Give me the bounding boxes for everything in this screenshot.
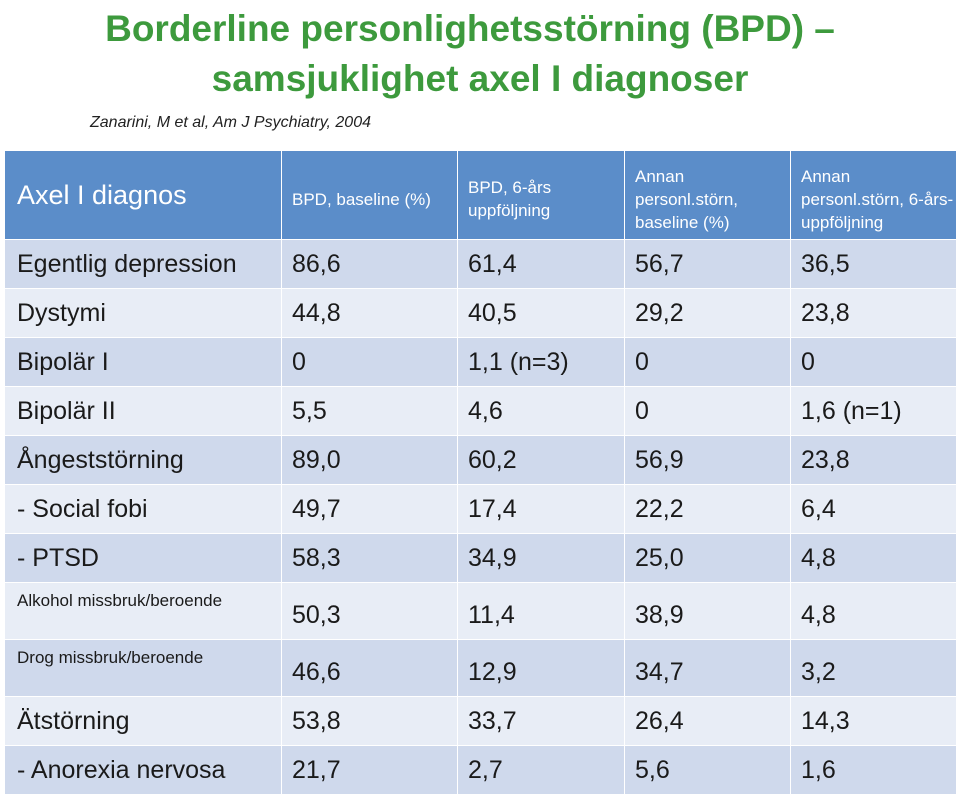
row-label: Bipolär I	[4, 337, 282, 387]
row-value: 29,2	[624, 288, 791, 338]
header-other-followup: Annan personl.störn, 6-års-uppföljning	[790, 150, 957, 240]
row-label: Drog missbruk/beroende	[4, 639, 282, 697]
row-label: Ångeststörning	[4, 435, 282, 485]
citation: Zanarini, M et al, Am J Psychiatry, 2004	[90, 114, 371, 131]
table-row: Bipolär II 5,5 4,6 0 1,6 (n=1)	[4, 386, 957, 436]
row-value: 1,1 (n=3)	[457, 337, 625, 387]
table-row: - Social fobi 49,7 17,4 22,2 6,4	[4, 484, 957, 534]
row-value: 61,4	[457, 239, 625, 289]
row-value: 3,2	[790, 639, 957, 697]
row-label: Ätstörning	[4, 696, 282, 746]
row-value: 12,9	[457, 639, 625, 697]
table-row: Ätstörning 53,8 33,7 26,4 14,3	[4, 696, 957, 746]
row-value: 1,6 (n=1)	[790, 386, 957, 436]
row-value: 34,9	[457, 533, 625, 583]
row-value: 17,4	[457, 484, 625, 534]
row-label: - Anorexia nervosa	[4, 745, 282, 795]
row-value: 6,4	[790, 484, 957, 534]
row-value: 11,4	[457, 582, 625, 640]
table-header-row: Axel I diagnos BPD, baseline (%) BPD, 6-…	[4, 150, 957, 240]
row-value: 0	[624, 337, 791, 387]
row-value: 1,6	[790, 745, 957, 795]
table-row: Egentlig depression 86,6 61,4 56,7 36,5	[4, 239, 957, 289]
table-row: Drog missbruk/beroende 46,6 12,9 34,7 3,2	[4, 639, 957, 697]
row-label: Dystymi	[4, 288, 282, 338]
row-value: 53,8	[281, 696, 458, 746]
table-row: Dystymi 44,8 40,5 29,2 23,8	[4, 288, 957, 338]
row-value: 36,5	[790, 239, 957, 289]
row-value: 4,6	[457, 386, 625, 436]
row-value: 5,5	[281, 386, 458, 436]
row-value: 25,0	[624, 533, 791, 583]
header-diagnosis: Axel I diagnos	[4, 150, 282, 240]
header-bpd-baseline: BPD, baseline (%)	[281, 150, 458, 240]
header-other-baseline: Annan personl.störn, baseline (%)	[624, 150, 791, 240]
row-value: 2,7	[457, 745, 625, 795]
table-row: - Anorexia nervosa 21,7 2,7 5,6 1,6	[4, 745, 957, 795]
table-row: Alkohol missbruk/beroende 50,3 11,4 38,9 4,8	[4, 582, 957, 640]
row-value: 49,7	[281, 484, 458, 534]
row-value: 33,7	[457, 696, 625, 746]
row-value: 4,8	[790, 533, 957, 583]
title-line-2: samsjuklighet axel I diagnoser	[211, 58, 749, 99]
row-value: 38,9	[624, 582, 791, 640]
row-value: 50,3	[281, 582, 458, 640]
row-label: Alkohol missbruk/beroende	[4, 582, 282, 640]
row-label: - Social fobi	[4, 484, 282, 534]
row-value: 21,7	[281, 745, 458, 795]
row-value: 23,8	[790, 435, 957, 485]
row-value: 46,6	[281, 639, 458, 697]
table-row: Ångeststörning 89,0 60,2 56,9 23,8	[4, 435, 957, 485]
row-value: 44,8	[281, 288, 458, 338]
row-value: 86,6	[281, 239, 458, 289]
comorbidity-table: Axel I diagnos BPD, baseline (%) BPD, 6-…	[4, 150, 957, 795]
row-value: 89,0	[281, 435, 458, 485]
row-value: 0	[790, 337, 957, 387]
row-value: 0	[624, 386, 791, 436]
slide-title: Borderline personlighetsstörning (BPD) –…	[0, 4, 960, 104]
table-row: Bipolär I 0 1,1 (n=3) 0 0	[4, 337, 957, 387]
row-value: 4,8	[790, 582, 957, 640]
row-value: 60,2	[457, 435, 625, 485]
row-value: 5,6	[624, 745, 791, 795]
row-label: Egentlig depression	[4, 239, 282, 289]
row-label: - PTSD	[4, 533, 282, 583]
row-label: Bipolär II	[4, 386, 282, 436]
row-value: 22,2	[624, 484, 791, 534]
row-value: 26,4	[624, 696, 791, 746]
header-bpd-followup: BPD, 6-års uppföljning	[457, 150, 625, 240]
row-value: 0	[281, 337, 458, 387]
row-value: 34,7	[624, 639, 791, 697]
row-value: 56,9	[624, 435, 791, 485]
row-value: 58,3	[281, 533, 458, 583]
table-row: - PTSD 58,3 34,9 25,0 4,8	[4, 533, 957, 583]
title-line-1: Borderline personlighetsstörning (BPD) –	[105, 8, 835, 49]
row-value: 14,3	[790, 696, 957, 746]
row-value: 23,8	[790, 288, 957, 338]
row-value: 56,7	[624, 239, 791, 289]
row-value: 40,5	[457, 288, 625, 338]
